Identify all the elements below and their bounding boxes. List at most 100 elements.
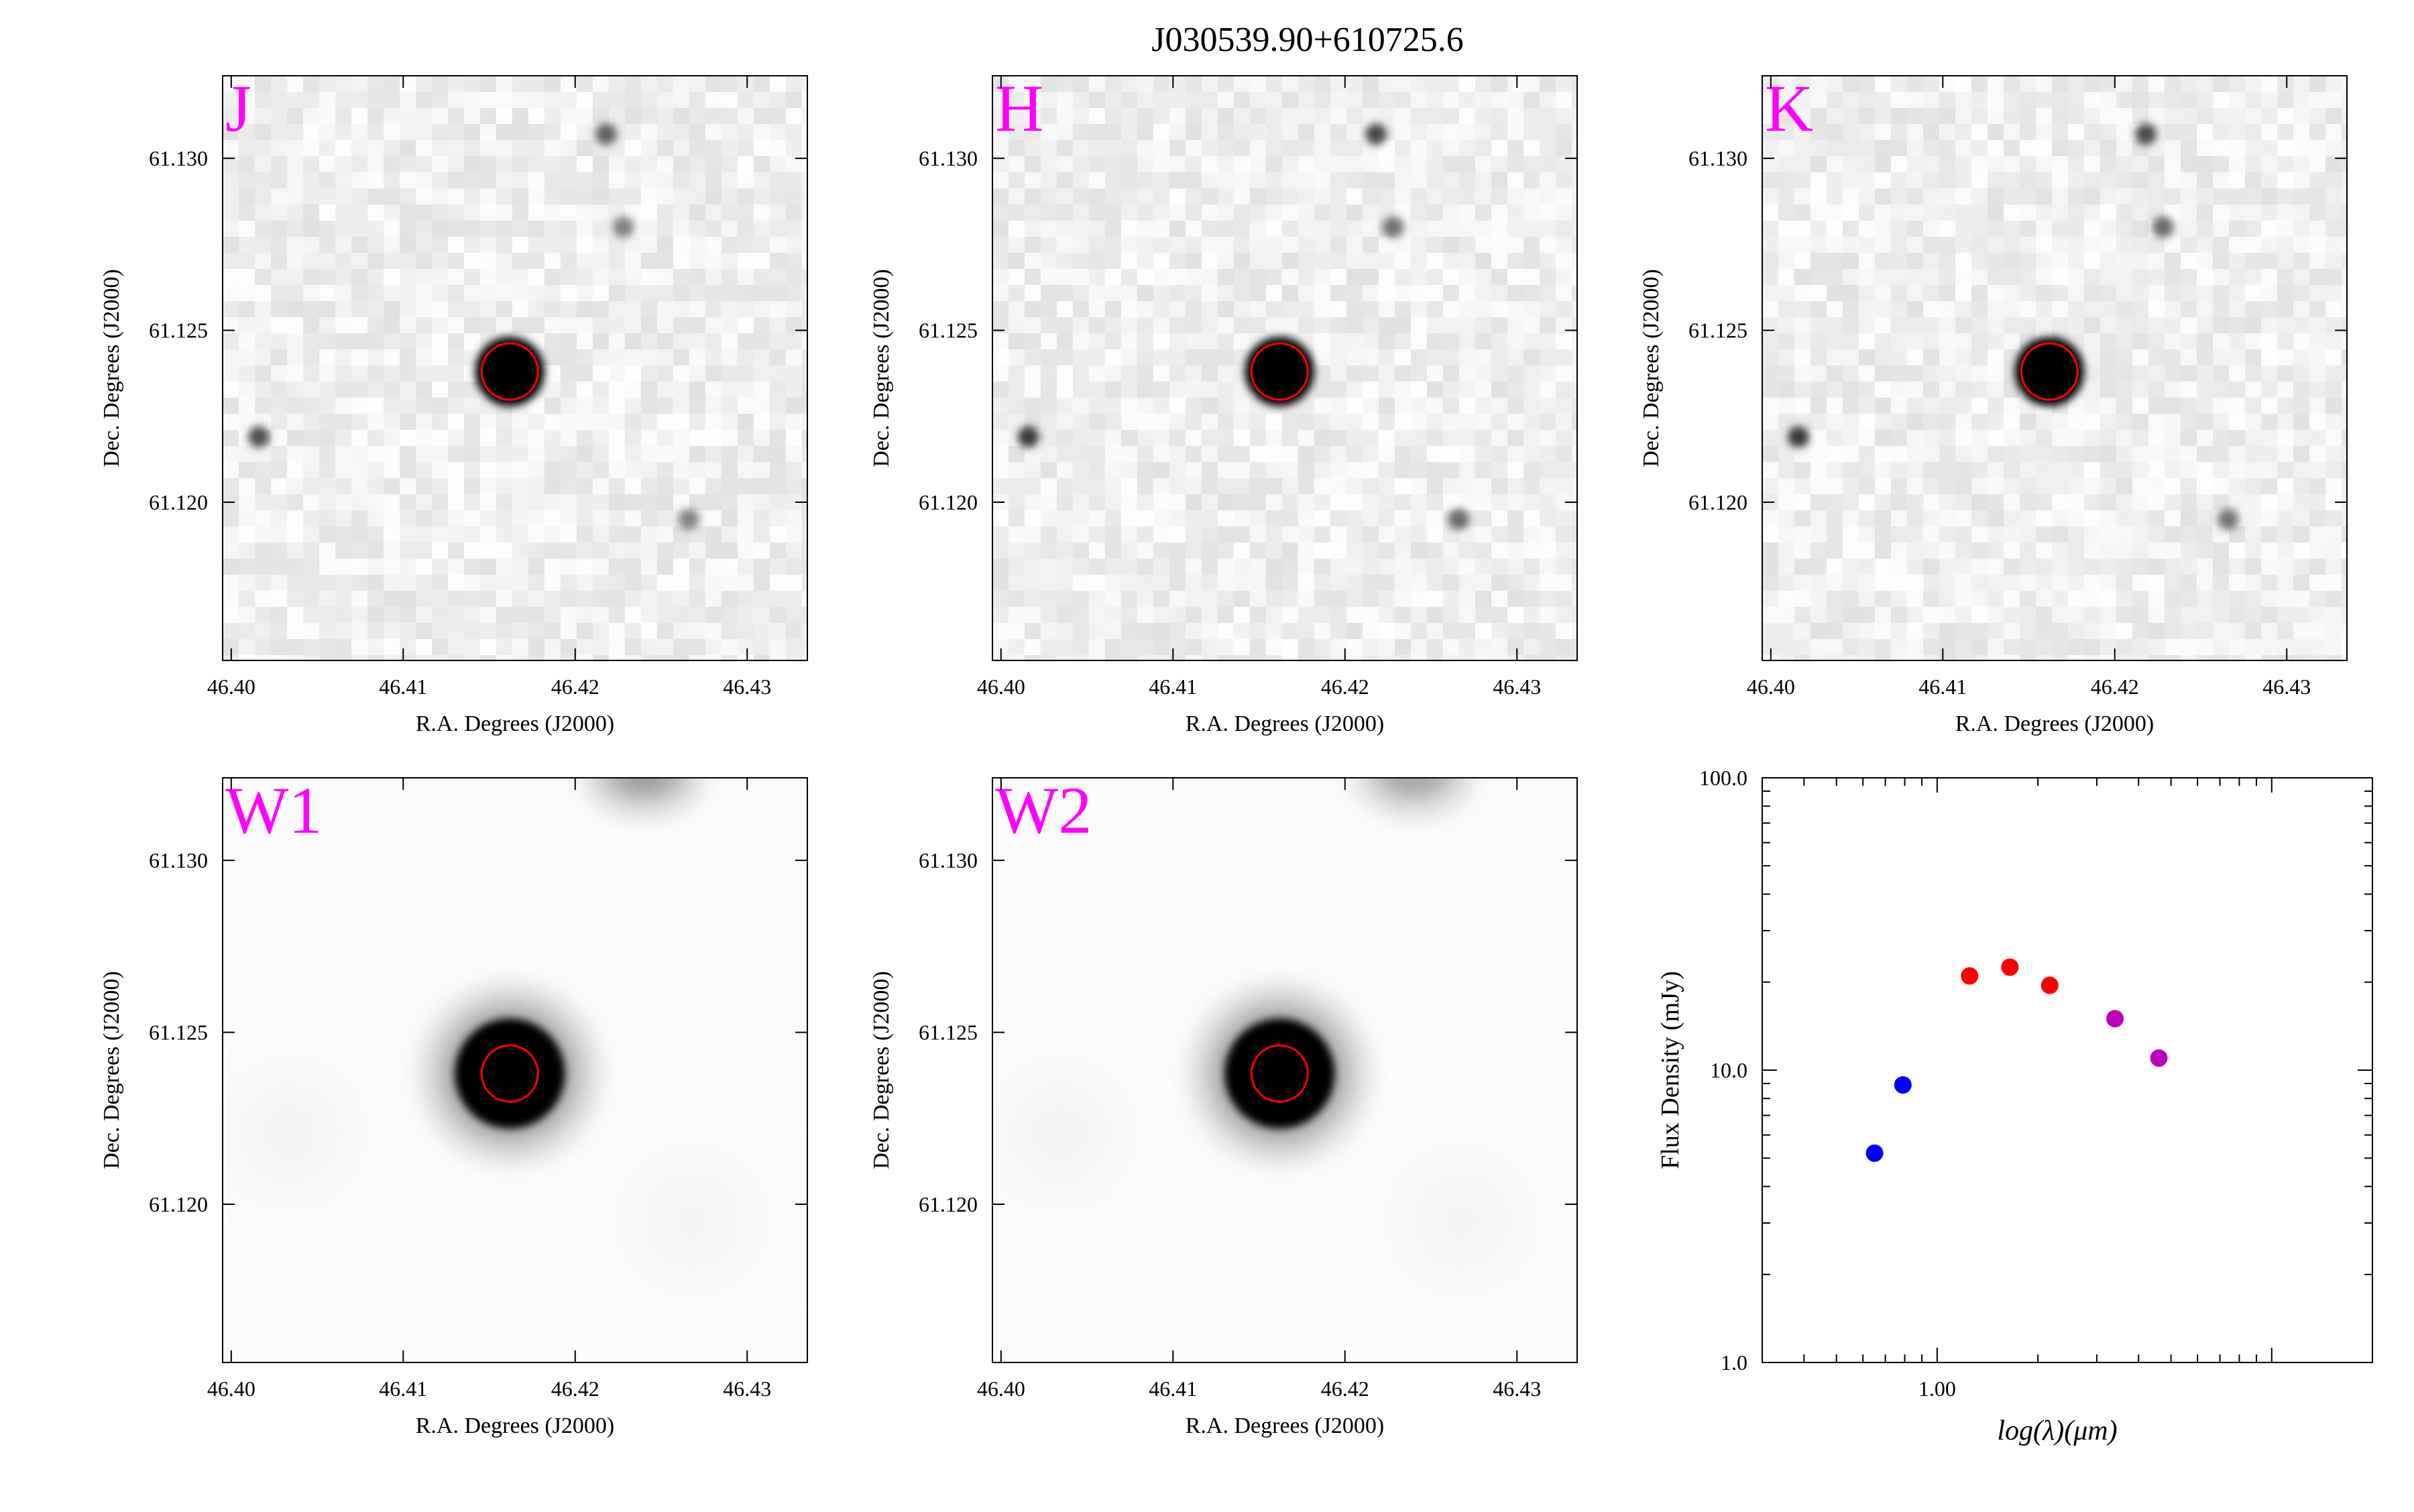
image-w2	[992, 778, 1577, 1362]
x-axis-label: R.A. Degrees (J2000)	[1186, 711, 1385, 736]
sed-point	[2150, 1049, 2168, 1067]
x-tick-label: 46.40	[1747, 675, 1795, 699]
image-h	[992, 76, 1577, 660]
y-axis-label: Dec. Degrees (J2000)	[99, 269, 124, 467]
image-w1	[223, 778, 807, 1362]
image-panel-k: K 46.40 46.41 46.42 46.43 61.120 61.125 61.130 R…	[1639, 71, 2348, 736]
image-panel-j: J 46.40 46.41 46.42 46.43 61.120 61.125 61.130 R…	[99, 71, 808, 736]
y-tick-label: 61.130	[1688, 146, 1747, 170]
y-tick-label: 61.120	[919, 490, 978, 514]
field-source	[2152, 216, 2174, 238]
sed-point	[2106, 1010, 2124, 1028]
image-k	[1762, 76, 2347, 660]
x-axis-label: R.A. Degrees (J2000)	[416, 1413, 615, 1438]
field-source	[595, 123, 617, 146]
x-tick-label: 46.41	[379, 675, 427, 699]
y-tick-label: 61.130	[149, 146, 208, 170]
y-tick-label: 61.125	[1688, 318, 1747, 343]
aperture-circle	[480, 342, 539, 401]
x-tick-label: 46.40	[977, 675, 1025, 699]
y-tick-label: 61.120	[1688, 490, 1747, 514]
y-tick-label: 61.130	[919, 848, 978, 872]
aperture-circle	[480, 1044, 539, 1103]
band-label: W1	[225, 773, 322, 848]
y-axis-label: Dec. Degrees (J2000)	[869, 269, 894, 467]
x-tick-label: 46.41	[1149, 675, 1197, 699]
x-tick-label: 46.43	[723, 675, 771, 699]
band-label: J	[225, 71, 251, 146]
x-tick-label: 46.43	[1493, 1377, 1541, 1401]
x-tick-label: 46.41	[1918, 675, 1967, 699]
target-source	[475, 337, 545, 407]
field-source	[1365, 123, 1387, 146]
x-axis-label: R.A. Degrees (J2000)	[1955, 711, 2154, 736]
x-tick-label: 46.41	[1149, 1377, 1197, 1401]
figure-title: J030539.90+610725.6	[1151, 21, 1464, 59]
panel-frame	[222, 75, 808, 661]
target-source	[1245, 337, 1315, 407]
image-panel-w1: W1 46.40 46.41 46.42 46.43 61.120 61.125 61.130…	[99, 773, 808, 1438]
y-tick-label: 61.120	[149, 490, 208, 514]
target-source	[455, 1019, 565, 1129]
aperture-circle	[1250, 342, 1309, 401]
y-tick-label: 61.130	[149, 848, 208, 872]
panel-frame	[222, 777, 808, 1363]
x-tick-label: 46.43	[723, 1377, 771, 1401]
sed-point	[1961, 967, 1979, 985]
sed-x-tick-label: 1.00	[1918, 1377, 1956, 1401]
target-source	[2014, 337, 2085, 407]
x-tick-label: 46.40	[977, 1377, 1025, 1401]
field-source	[678, 508, 700, 530]
y-tick-label: 61.125	[919, 1021, 978, 1045]
band-label: W2	[995, 773, 1092, 848]
field-source	[612, 216, 634, 238]
x-tick-label: 46.41	[379, 1377, 427, 1401]
x-tick-label: 46.42	[551, 675, 599, 699]
x-tick-label: 46.40	[207, 1377, 255, 1401]
sed-y-axis-label: Flux Density (mJy)	[1656, 971, 1684, 1169]
y-tick-label: 61.125	[919, 318, 978, 343]
panel-frame	[992, 75, 1578, 661]
y-axis-label: Dec. Degrees (J2000)	[869, 971, 894, 1169]
field-source	[2218, 508, 2240, 530]
x-tick-label: 46.40	[207, 675, 255, 699]
x-tick-label: 46.42	[2091, 675, 2139, 699]
sed-y-tick-label: 100.0	[1699, 766, 1747, 790]
band-label: K	[1765, 71, 1813, 146]
field-source	[1448, 508, 1470, 530]
sed-y-tick-label: 1.0	[1721, 1350, 1747, 1375]
sed-point	[2041, 976, 2059, 994]
sed-x-axis-label: log(λ)(μm)	[1997, 1415, 2117, 1446]
panel-frame	[992, 777, 1578, 1363]
sed-point	[2001, 958, 2019, 976]
aperture-circle	[2020, 342, 2079, 401]
x-axis-label: R.A. Degrees (J2000)	[1186, 1413, 1385, 1438]
y-tick-label: 61.130	[919, 146, 978, 170]
x-tick-label: 46.42	[551, 1377, 599, 1401]
field-source	[2134, 123, 2157, 146]
image-panel-h: H 46.40 46.41 46.42 46.43 61.120 61.125 61.130 R…	[869, 71, 1578, 736]
field-source	[1017, 426, 1039, 448]
panel-frame	[1762, 75, 2348, 661]
field-source	[598, 778, 690, 801]
y-axis-label: Dec. Degrees (J2000)	[99, 971, 124, 1169]
x-tick-label: 46.43	[1493, 675, 1541, 699]
band-label: H	[995, 71, 1043, 146]
target-source	[1224, 1019, 1335, 1129]
sed-panel: 1.0 10.0 100.0 1.00 log(λ)(μm) Flux Density (…	[1656, 766, 2373, 1446]
x-tick-label: 46.43	[2262, 675, 2311, 699]
x-axis-label: R.A. Degrees (J2000)	[416, 711, 615, 736]
y-axis-label: Dec. Degrees (J2000)	[1639, 269, 1664, 467]
sed-point	[1894, 1076, 1912, 1094]
x-tick-label: 46.42	[1321, 675, 1369, 699]
sed-y-tick-label: 10.0	[1710, 1058, 1747, 1082]
field-source	[1368, 778, 1460, 801]
field-source	[1382, 216, 1404, 238]
aperture-circle	[1250, 1044, 1309, 1103]
y-tick-label: 61.125	[149, 318, 208, 343]
y-tick-label: 61.120	[919, 1192, 978, 1216]
y-tick-label: 61.120	[149, 1192, 208, 1216]
x-tick-label: 46.42	[1321, 1377, 1369, 1401]
